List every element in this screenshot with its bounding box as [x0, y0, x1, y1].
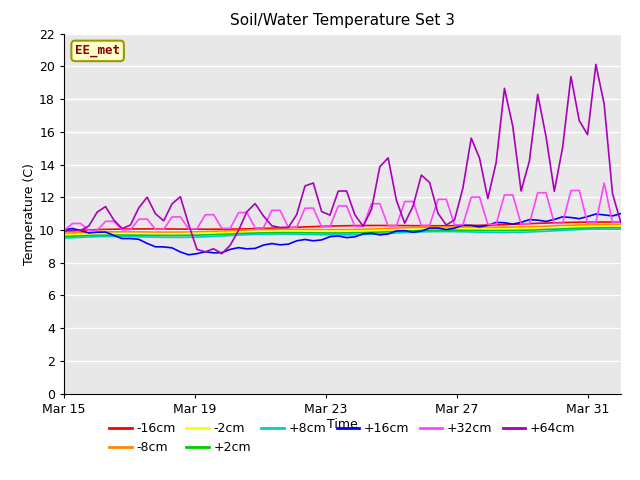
- Y-axis label: Temperature (C): Temperature (C): [23, 163, 36, 264]
- Title: Soil/Water Temperature Set 3: Soil/Water Temperature Set 3: [230, 13, 455, 28]
- Text: EE_met: EE_met: [75, 44, 120, 58]
- X-axis label: Time: Time: [327, 419, 358, 432]
- Legend: -16cm, -8cm, -2cm, +2cm, +8cm, +16cm, +32cm, +64cm: -16cm, -8cm, -2cm, +2cm, +8cm, +16cm, +3…: [104, 417, 580, 459]
